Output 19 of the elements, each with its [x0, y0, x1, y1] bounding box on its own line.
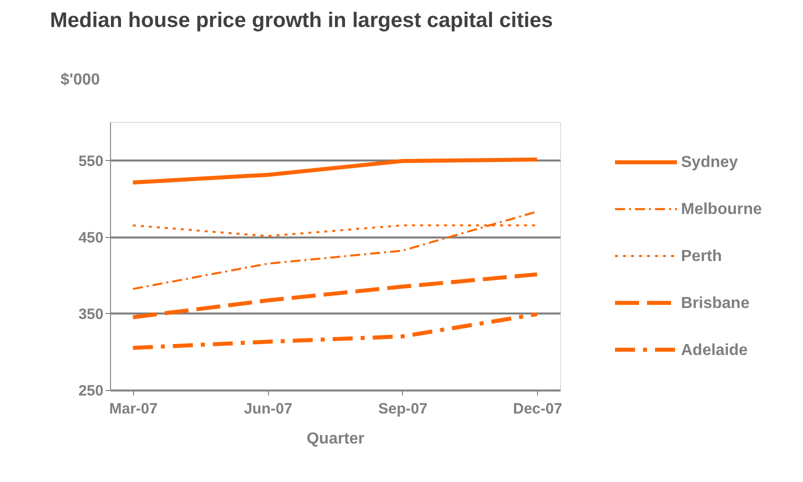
- y-axis-title: $'000: [60, 72, 100, 88]
- y-tick-label: 550: [78, 152, 104, 170]
- legend-label: Melbourne: [681, 201, 762, 218]
- x-axis-title: Quarter: [306, 430, 364, 448]
- y-tick-label: 450: [78, 229, 104, 246]
- legend-label: Perth: [681, 248, 722, 265]
- x-tick-label: Jun-07: [244, 400, 292, 418]
- line-series: [130, 158, 540, 184]
- y-tick-label: 250: [78, 382, 104, 400]
- legend-label: Brisbane: [681, 294, 750, 312]
- legend-label: Adelaide: [681, 342, 748, 359]
- x-tick-label: Sep-07: [378, 400, 428, 418]
- line-series: [130, 272, 540, 320]
- chart-title: Median house price growth in largest capital cities: [50, 9, 553, 32]
- legend-label: Sydney: [681, 154, 738, 172]
- x-tick-label: Dec-07: [512, 400, 562, 418]
- line-series: [130, 312, 540, 350]
- x-tick-label: Mar-07: [109, 400, 158, 418]
- y-tick-label: 350: [78, 306, 104, 323]
